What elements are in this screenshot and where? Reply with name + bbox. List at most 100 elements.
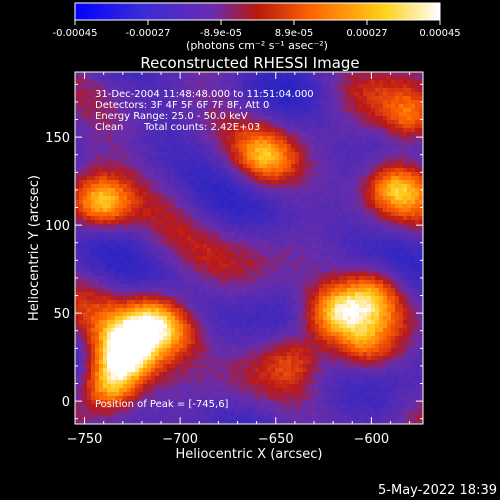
heatmap-cell	[135, 416, 139, 420]
heatmap-cell	[159, 184, 163, 188]
heatmap-cell	[247, 248, 251, 252]
heatmap-cell	[223, 180, 227, 184]
heatmap-cell	[295, 212, 299, 216]
heatmap-cell	[263, 176, 267, 180]
heatmap-cell	[271, 400, 275, 404]
heatmap-cell	[119, 176, 123, 180]
heatmap-cell	[119, 336, 123, 340]
heatmap-cell	[155, 388, 159, 392]
heatmap-cell	[103, 204, 107, 208]
heatmap-cell	[227, 216, 231, 220]
heatmap-cell	[79, 180, 83, 184]
heatmap-cell	[103, 272, 107, 276]
heatmap-cell	[251, 256, 255, 260]
heatmap-cell	[147, 352, 151, 356]
heatmap-cell	[163, 276, 167, 280]
heatmap-cell	[99, 256, 103, 260]
heatmap-cell	[203, 144, 207, 148]
heatmap-cell	[287, 196, 291, 200]
heatmap-cell	[167, 252, 171, 256]
heatmap-cell	[131, 244, 135, 248]
heatmap-cell	[99, 92, 103, 96]
heatmap-cell	[87, 312, 91, 316]
heatmap-cell	[179, 148, 183, 152]
heatmap-cell	[291, 364, 295, 368]
heatmap-cell	[203, 244, 207, 248]
heatmap-cell	[215, 396, 219, 400]
heatmap-cell	[227, 188, 231, 192]
heatmap-cell	[259, 396, 263, 400]
heatmap-cell	[123, 184, 127, 188]
heatmap-cell	[91, 332, 95, 336]
heatmap-cell	[131, 132, 135, 136]
heatmap-cell	[195, 192, 199, 196]
heatmap-cell	[147, 220, 151, 224]
heatmap-cell	[251, 96, 255, 100]
heatmap-cell	[75, 80, 79, 84]
heatmap-cell	[175, 220, 179, 224]
heatmap-cell	[243, 364, 247, 368]
heatmap-cell	[159, 328, 163, 332]
heatmap-cell	[171, 360, 175, 364]
heatmap-cell	[151, 200, 155, 204]
heatmap-cell	[263, 140, 267, 144]
heatmap-cell	[163, 116, 167, 120]
heatmap-cell	[147, 308, 151, 312]
heatmap-cell	[171, 152, 175, 156]
heatmap-cell	[139, 308, 143, 312]
heatmap-cell	[271, 272, 275, 276]
heatmap-cell	[219, 304, 223, 308]
heatmap-cell	[259, 100, 263, 104]
heatmap-cell	[87, 316, 91, 320]
heatmap-cell	[291, 332, 295, 336]
heatmap-cell	[243, 248, 247, 252]
heatmap-cell	[111, 416, 115, 420]
heatmap-cell	[295, 104, 299, 108]
heatmap-cell	[191, 196, 195, 200]
heatmap-cell	[119, 384, 123, 388]
heatmap-cell	[99, 252, 103, 256]
heatmap-cell	[91, 404, 95, 408]
heatmap-cell	[287, 400, 291, 404]
heatmap-cell	[191, 296, 195, 300]
heatmap-cell	[283, 296, 287, 300]
heatmap-cell	[231, 108, 235, 112]
heatmap-cell	[259, 244, 263, 248]
heatmap-cell	[195, 364, 199, 368]
heatmap-cell	[75, 240, 79, 244]
heatmap-cell	[191, 208, 195, 212]
heatmap-cell	[243, 420, 247, 424]
heatmap-cell	[115, 200, 119, 204]
heatmap-cell	[175, 168, 179, 172]
heatmap-cell	[159, 188, 163, 192]
heatmap-cell	[91, 228, 95, 232]
heatmap-cell	[207, 372, 211, 376]
heatmap-cell	[223, 312, 227, 316]
heatmap-cell	[135, 340, 139, 344]
heatmap-cell	[203, 268, 207, 272]
heatmap-cell	[143, 240, 147, 244]
heatmap-cell	[231, 244, 235, 248]
heatmap-cell	[119, 168, 123, 172]
heatmap-cell	[99, 156, 103, 160]
heatmap-cell	[279, 92, 283, 96]
heatmap-cell	[159, 116, 163, 120]
heatmap-cell	[91, 84, 95, 88]
heatmap-cell	[95, 300, 99, 304]
heatmap-cell	[271, 116, 275, 120]
heatmap-cell	[283, 176, 287, 180]
heatmap-cell	[159, 156, 163, 160]
heatmap-cell	[191, 136, 195, 140]
heatmap-cell	[119, 416, 123, 420]
heatmap-cell	[179, 368, 183, 372]
heatmap-cell	[151, 304, 155, 308]
heatmap-cell	[135, 172, 139, 176]
heatmap-cell	[91, 152, 95, 156]
heatmap-cell	[267, 404, 271, 408]
heatmap-cell	[143, 308, 147, 312]
heatmap-cell	[239, 272, 243, 276]
heatmap-cell	[275, 320, 279, 324]
heatmap-cell	[203, 316, 207, 320]
heatmap-cell	[127, 124, 131, 128]
heatmap-cell	[143, 352, 147, 356]
